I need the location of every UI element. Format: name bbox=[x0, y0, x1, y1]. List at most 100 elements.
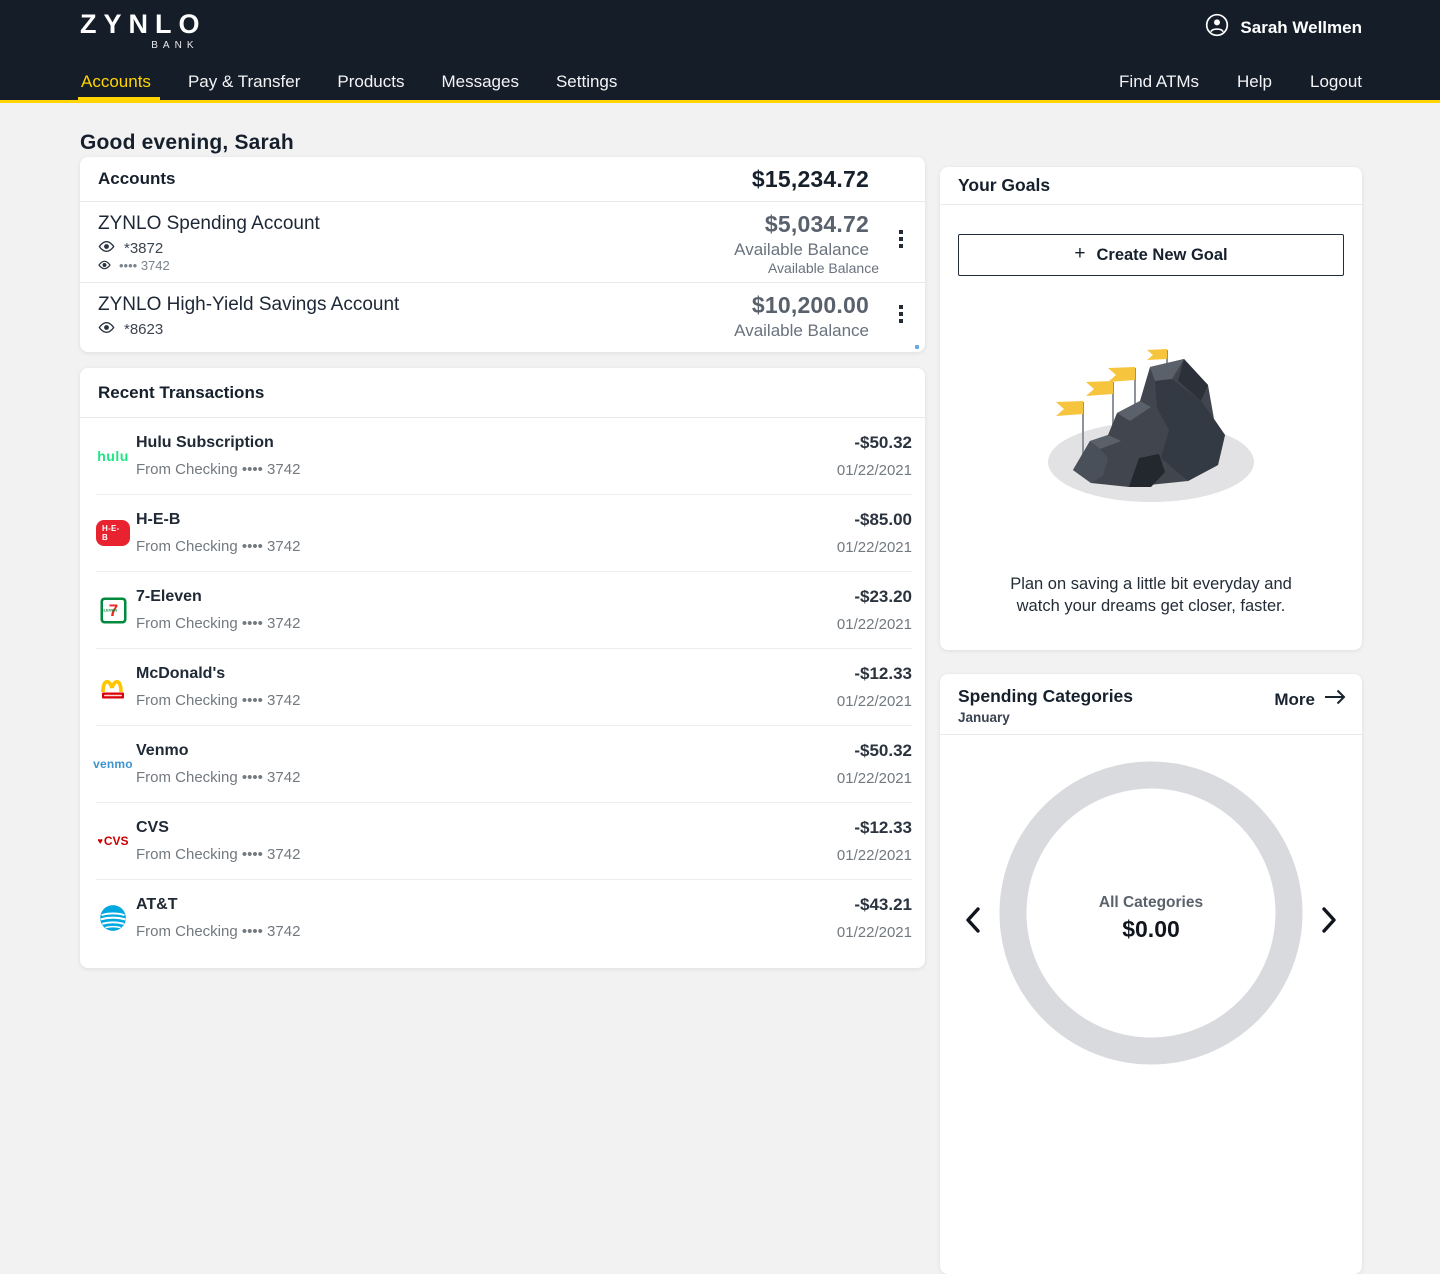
eye-icon[interactable] bbox=[98, 321, 115, 338]
svg-text:ELEVEN: ELEVEN bbox=[100, 607, 116, 612]
primary-tabs: Accounts Pay & Transfer Products Message… bbox=[78, 61, 618, 103]
goals-title: Your Goals bbox=[940, 167, 1362, 205]
account-row-savings[interactable]: ZYNLO High-Yield Savings Account *8623 $… bbox=[80, 283, 925, 353]
balance-label-duplicate: Available Balance bbox=[767, 260, 879, 276]
spending-categories-card: Spending Categories January More All Cat… bbox=[940, 674, 1362, 1274]
transaction-source: From Checking •••• 3742 bbox=[136, 461, 301, 478]
account-balance-block: $5,034.72 Available Balance Available Ba… bbox=[734, 211, 879, 282]
transaction-amount: -$85.00 bbox=[854, 510, 912, 529]
transaction-source: From Checking •••• 3742 bbox=[136, 538, 301, 555]
transaction-row-venmo[interactable]: venmo Venmo From Checking •••• 3742 -$50… bbox=[93, 726, 912, 803]
transaction-row-hulu[interactable]: hulu Hulu Subscription From Checking •••… bbox=[96, 418, 912, 495]
account-name: ZYNLO High-Yield Savings Account bbox=[98, 294, 400, 315]
transaction-source: From Checking •••• 3742 bbox=[136, 923, 301, 940]
transaction-row-heb[interactable]: H-E-B H-E-B From Checking •••• 3742 -$85… bbox=[96, 495, 912, 572]
help-link[interactable]: Help bbox=[1237, 72, 1272, 91]
tab-label: Settings bbox=[555, 72, 618, 91]
eye-icon[interactable] bbox=[98, 258, 111, 273]
user-menu[interactable]: Sarah Wellmen bbox=[1205, 13, 1362, 42]
spending-card-header: Spending Categories January More bbox=[940, 674, 1362, 735]
transaction-row-att[interactable]: AT&T From Checking •••• 3742 -$43.21 01/… bbox=[96, 880, 912, 956]
accounts-card-header: Accounts $15,234.72 bbox=[80, 157, 925, 202]
brand-logo: ZYNLO BANK bbox=[80, 11, 207, 51]
merchant-name: Venmo bbox=[136, 742, 189, 759]
tab-label: Messages bbox=[441, 72, 519, 91]
account-info: ZYNLO High-Yield Savings Account *8623 bbox=[98, 294, 399, 353]
tab-products[interactable]: Products bbox=[336, 61, 405, 103]
transaction-source: From Checking •••• 3742 bbox=[136, 769, 301, 786]
hulu-logo-icon: hulu bbox=[97, 448, 129, 464]
caption-line: Plan on saving a little bit everyday and bbox=[1010, 575, 1292, 593]
transaction-amount: -$12.33 bbox=[854, 818, 912, 837]
balance-label: Available Balance bbox=[734, 321, 869, 340]
merchant-name: Hulu Subscription bbox=[136, 434, 274, 451]
tab-pay-transfer[interactable]: Pay & Transfer bbox=[187, 61, 301, 103]
spending-donut-region: All Categories $0.00 bbox=[940, 735, 1362, 1135]
transaction-row-cvs[interactable]: ♥ CVS CVS From Checking •••• 3742 -$12.33… bbox=[96, 803, 912, 880]
brand-subtitle: BANK bbox=[151, 40, 199, 51]
transaction-source: From Checking •••• 3742 bbox=[136, 846, 301, 863]
seven-eleven-logo-icon: 7 ELEVEN bbox=[96, 597, 130, 624]
brand-name: ZYNLO bbox=[80, 9, 207, 39]
transaction-amount: -$50.32 bbox=[854, 433, 912, 452]
user-icon bbox=[1205, 13, 1229, 42]
att-logo-icon bbox=[96, 904, 130, 932]
account-balance-block: $10,200.00 Available Balance bbox=[734, 294, 869, 353]
transactions-title: Recent Transactions bbox=[80, 368, 925, 418]
merchant-name: CVS bbox=[136, 819, 169, 836]
create-new-goal-button[interactable]: + Create New Goal bbox=[958, 234, 1344, 276]
donut-center-label: All Categories bbox=[1098, 894, 1204, 911]
chevron-left-icon[interactable] bbox=[962, 903, 984, 942]
svg-text:7: 7 bbox=[108, 601, 117, 620]
transactions-list: hulu Hulu Subscription From Checking •••… bbox=[80, 418, 925, 956]
tab-label: Products bbox=[337, 72, 405, 91]
merchant-name: AT&T bbox=[136, 896, 178, 913]
account-menu-icon[interactable] bbox=[897, 228, 905, 250]
balance-label: Available Balance bbox=[734, 240, 869, 259]
create-goal-label: Create New Goal bbox=[1096, 245, 1228, 264]
tab-messages[interactable]: Messages bbox=[440, 61, 519, 103]
accounts-total-balance: $15,234.72 bbox=[751, 165, 869, 192]
more-link[interactable]: More bbox=[1274, 689, 1346, 710]
accounts-title: Accounts bbox=[98, 169, 176, 188]
merchant-name: H-E-B bbox=[136, 511, 181, 528]
logout-link[interactable]: Logout bbox=[1310, 72, 1362, 91]
transaction-date: 01/22/2021 bbox=[836, 539, 912, 556]
recent-transactions-card: Recent Transactions hulu Hulu Subscripti… bbox=[80, 368, 925, 968]
cvs-logo-icon: ♥ CVS bbox=[97, 834, 129, 848]
spending-title: Spending Categories bbox=[958, 686, 1134, 706]
arrow-right-icon bbox=[1324, 689, 1346, 710]
account-menu-icon[interactable] bbox=[897, 303, 905, 325]
find-atms-link[interactable]: Find ATMs bbox=[1119, 72, 1200, 91]
artifact-dot bbox=[915, 345, 919, 349]
merchant-name: 7-Eleven bbox=[136, 588, 202, 605]
eye-icon[interactable] bbox=[98, 240, 115, 257]
venmo-logo-icon: venmo bbox=[93, 757, 133, 771]
transaction-amount: -$50.32 bbox=[854, 741, 912, 760]
transaction-row-7eleven[interactable]: 7 ELEVEN 7-Eleven From Checking •••• 374… bbox=[96, 572, 912, 649]
plus-icon: + bbox=[1074, 243, 1086, 264]
chevron-right-icon[interactable] bbox=[1318, 903, 1340, 942]
account-balance: $5,034.72 bbox=[764, 211, 869, 237]
transaction-date: 01/22/2021 bbox=[836, 847, 912, 864]
tab-label: Accounts bbox=[81, 72, 151, 91]
transaction-date: 01/22/2021 bbox=[836, 770, 912, 787]
transaction-date: 01/22/2021 bbox=[836, 693, 912, 710]
heb-logo-icon: H-E-B bbox=[96, 520, 130, 546]
account-row-spending[interactable]: ZYNLO Spending Account *3872 •••• 3742 $… bbox=[80, 202, 925, 283]
tab-settings[interactable]: Settings bbox=[555, 61, 618, 103]
account-info: ZYNLO Spending Account *3872 •••• 3742 bbox=[98, 213, 320, 282]
goals-caption: Plan on saving a little bit everyday and… bbox=[940, 573, 1362, 617]
tab-accounts[interactable]: Accounts bbox=[78, 61, 160, 103]
tab-label: Pay & Transfer bbox=[187, 72, 301, 91]
transaction-date: 01/22/2021 bbox=[836, 616, 912, 633]
transaction-row-mcdonalds[interactable]: McDonald's From Checking •••• 3742 -$12.… bbox=[96, 649, 912, 726]
transaction-amount: -$23.20 bbox=[854, 587, 912, 606]
more-label: More bbox=[1274, 689, 1315, 709]
transaction-date: 01/22/2021 bbox=[836, 924, 912, 941]
accounts-card: Accounts $15,234.72 ZYNLO Spending Accou… bbox=[80, 157, 925, 352]
greeting-heading: Good evening, Sarah bbox=[80, 131, 294, 155]
transaction-amount: -$12.33 bbox=[854, 664, 912, 683]
mcdonalds-logo-icon bbox=[96, 673, 130, 701]
